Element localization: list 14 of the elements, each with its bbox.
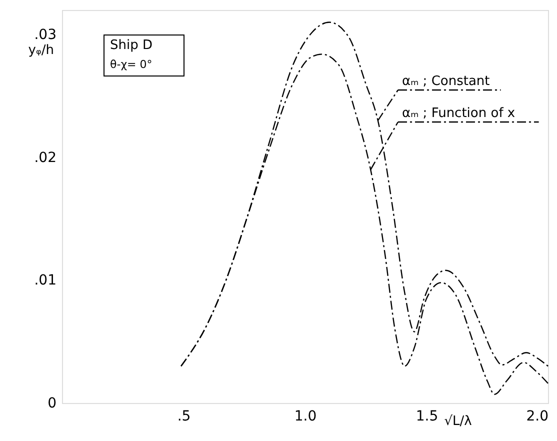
text: αₘ ; Constant: [402, 74, 490, 89]
y-axis-title: yᵩ/h: [28, 43, 54, 58]
y-tick-label: .03: [34, 27, 56, 44]
y-tick-label: .02: [34, 150, 56, 166]
y-tick-label: .01: [34, 272, 56, 289]
annotation: Ship D: [110, 38, 152, 53]
y-tick-label: 0: [48, 396, 56, 412]
legend-label: αₘ ; Function of x: [402, 106, 516, 121]
x-tick-label: 1.5: [416, 408, 438, 424]
x-tick-label: 1.0: [294, 408, 317, 424]
annotation: θ-χ= 0°: [110, 58, 152, 71]
x-axis-title: √L/λ: [444, 414, 472, 429]
x-tick-label: .5: [177, 408, 191, 424]
x-tick-label: 2.0: [526, 408, 548, 424]
